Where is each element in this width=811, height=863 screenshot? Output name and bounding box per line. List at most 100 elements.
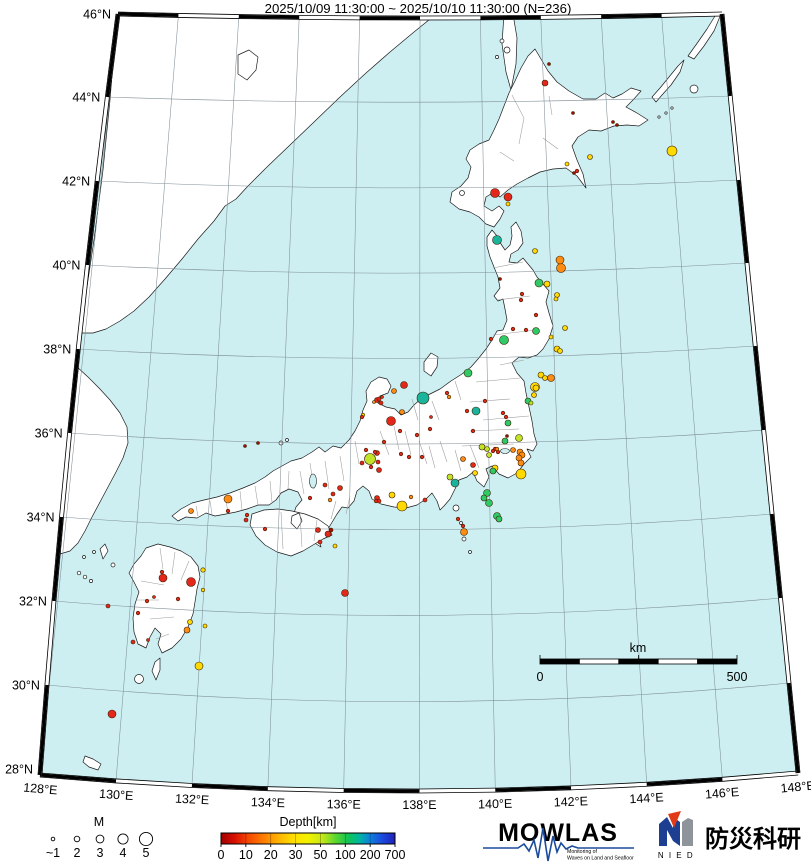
frame-top-seg	[238, 14, 300, 19]
earthquake-point	[188, 508, 194, 514]
lon-label: 136°E	[327, 797, 361, 812]
earthquake-point	[146, 638, 150, 642]
earthquake-point	[533, 312, 539, 318]
earthquake-point	[531, 392, 537, 398]
earthquake-point	[243, 517, 249, 523]
small-island	[468, 550, 472, 554]
depth-legend-title: Depth[km]	[280, 815, 337, 829]
small-island	[499, 38, 505, 44]
earthquake-point	[322, 482, 328, 488]
magnitude-legend-value: 3	[97, 846, 104, 860]
small-island	[461, 536, 467, 542]
earthquake-point	[498, 277, 502, 281]
nied-logo: N I E D 防災科研	[658, 811, 801, 860]
earthquake-point	[532, 384, 540, 392]
frame-bottom-seg	[39, 773, 117, 783]
earthquake-point	[105, 603, 111, 609]
earthquake-point	[486, 452, 492, 458]
small-island	[503, 46, 511, 54]
frame-left-seg	[68, 348, 80, 434]
earthquake-point	[324, 530, 332, 538]
scale-bar-segment	[618, 658, 659, 665]
earthquake-point	[225, 508, 231, 514]
parallel-line	[46, 682, 790, 702]
earthquake-point	[158, 573, 168, 583]
depth-tick-label: 30	[289, 848, 303, 862]
earthquake-point	[244, 512, 250, 518]
earthquake-point	[378, 400, 384, 406]
earthquake-point	[515, 468, 527, 480]
earthquake-point	[455, 516, 461, 522]
frame-right-seg	[737, 179, 749, 264]
small-island	[82, 555, 86, 559]
meridian-line	[600, 16, 647, 785]
earthquake-point	[548, 334, 554, 340]
frame-top-seg	[117, 12, 179, 18]
small-island	[82, 574, 88, 580]
earthquake-point	[490, 188, 500, 198]
russia-coast	[79, 14, 436, 334]
earthquake-point	[368, 464, 374, 470]
earthquake-point	[175, 596, 181, 602]
meridian-line	[267, 17, 300, 789]
small-island	[278, 440, 284, 446]
earthquake-point	[262, 526, 268, 532]
sado	[423, 352, 439, 377]
earthquake-point	[494, 446, 500, 452]
earthquake-point	[543, 280, 551, 288]
earthquake-point	[463, 368, 473, 378]
meridian-line	[115, 15, 179, 781]
magnitude-legend-title: M	[94, 815, 104, 829]
small-island	[134, 674, 144, 684]
frame-left-seg	[52, 516, 64, 602]
earthquake-point	[547, 62, 551, 66]
earthquake-point	[523, 327, 529, 333]
earthquake-point	[480, 494, 488, 502]
earthquake-point	[187, 619, 193, 625]
earthquake-point	[398, 451, 404, 457]
earthquake-point	[460, 523, 466, 529]
lon-label: 132°E	[175, 792, 210, 808]
scale-bar-segment	[657, 658, 699, 665]
earthquake-point	[372, 400, 376, 404]
earthquake-point	[376, 396, 382, 402]
earthquake-point	[330, 491, 336, 497]
lake-kasumigaura	[500, 448, 510, 454]
earthquake-point	[429, 415, 433, 419]
small-island	[459, 521, 463, 525]
magnitude-legend-circle	[73, 835, 81, 843]
shikoku	[249, 508, 333, 557]
parallel-line	[53, 597, 781, 616]
small-island	[670, 106, 674, 110]
earthquake-point	[556, 263, 566, 273]
depth-tick-label: 20	[264, 848, 278, 862]
small-island	[110, 562, 116, 568]
earthquake-point	[376, 467, 382, 473]
earthquake-point	[317, 539, 323, 545]
earthquake-point	[500, 410, 506, 416]
earthquake-point	[256, 441, 260, 445]
nied-mark-blue	[659, 817, 680, 846]
lat-label: 38°N	[43, 343, 71, 357]
earthquake-point	[359, 460, 365, 466]
earthquake-point	[505, 434, 509, 438]
depth-legend: Depth[km] 0 10 20 30 50 100 200 700	[218, 815, 406, 862]
earthquake-point	[396, 500, 408, 512]
map-frame	[37, 11, 801, 794]
earthquake-point	[446, 394, 452, 400]
earthquake-point	[562, 325, 568, 331]
earthquake-point	[243, 444, 247, 448]
small-island	[689, 84, 699, 94]
earthquake-point	[422, 497, 428, 503]
meridian-line	[419, 17, 421, 792]
frame-right-seg	[753, 345, 766, 431]
earthquake-point	[200, 587, 206, 593]
earthquake-point	[388, 491, 396, 499]
earthquake-point	[363, 447, 369, 453]
earthquake-point	[503, 192, 513, 202]
small-island	[76, 570, 82, 576]
scale-bar-end: 500	[727, 670, 748, 684]
earthquake-point	[328, 527, 334, 533]
parallel-line	[61, 513, 773, 531]
small-island	[89, 579, 93, 583]
